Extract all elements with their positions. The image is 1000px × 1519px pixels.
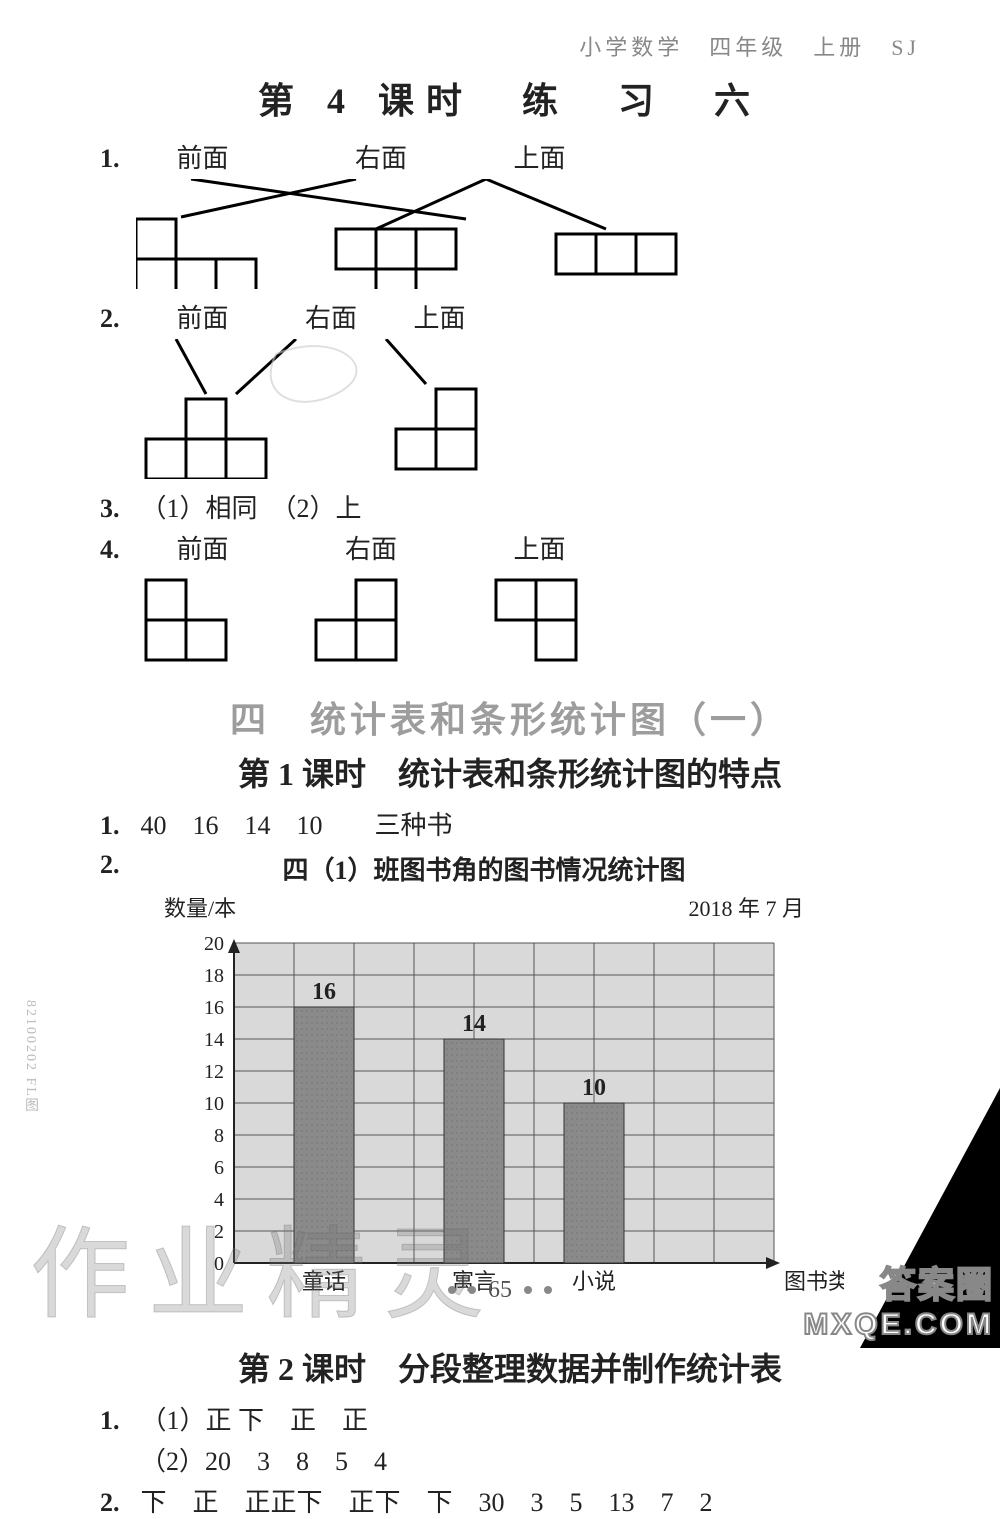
- chapter-title: 四 统计表和条形统计图（一）: [100, 691, 920, 743]
- chart-ylabel: 数量/本: [164, 891, 236, 923]
- side-code: 82100202 FL图: [20, 1000, 40, 1114]
- q4: 4. 前面 右面 上面: [100, 529, 920, 566]
- q1-label-top: 上面: [514, 138, 566, 175]
- svg-text:12: 12: [204, 1061, 224, 1083]
- b-q1-text: 40 16 14 10 三种书: [141, 811, 453, 840]
- q4-num: 4.: [100, 535, 134, 565]
- q2-num: 2.: [100, 304, 134, 334]
- lesson-c-title: 第 2 课时 分段整理数据并制作统计表: [100, 1344, 920, 1390]
- b-q1-num: 1.: [100, 811, 134, 841]
- q3-num: 3.: [100, 494, 134, 524]
- chart-date: 2018 年 7 月: [688, 891, 804, 923]
- page-number-val: 65: [488, 1277, 512, 1303]
- b-q2-num: 2.: [100, 850, 134, 880]
- q2-diagram: [136, 339, 920, 484]
- q4-diagram: [136, 570, 920, 675]
- q1-label-right: 右面: [355, 138, 407, 175]
- b-q1: 1. 40 16 14 10 三种书: [100, 805, 920, 842]
- svg-text:10: 10: [582, 1075, 606, 1101]
- lesson-a-title: 第 4 课时 练 习 六: [100, 72, 920, 124]
- q4-label-right: 右面: [345, 529, 397, 566]
- c-q2-num: 2.: [100, 1488, 134, 1518]
- svg-text:14: 14: [204, 1029, 224, 1051]
- svg-text:20: 20: [204, 933, 224, 955]
- page-number: 65: [0, 1277, 1000, 1304]
- svg-text:6: 6: [214, 1157, 224, 1179]
- svg-text:16: 16: [312, 979, 336, 1005]
- q1-diagram: [136, 179, 920, 294]
- q2-label-front: 前面: [177, 298, 229, 335]
- svg-text:10: 10: [204, 1093, 224, 1115]
- q3: 3. （1）相同 （2）上: [100, 488, 920, 525]
- c-q1-l2: （2）20 3 8 5 4: [140, 1441, 920, 1478]
- q4-label-top: 上面: [514, 529, 566, 566]
- c-q2: 2. 下 正 正正下 正下 下 30 3 5 13 7 2: [100, 1482, 920, 1519]
- lesson-b-title: 第 1 课时 统计表和条形统计图的特点: [100, 749, 920, 795]
- watermark-big: 作业精灵: [30, 1193, 502, 1338]
- c-q1-num: 1.: [100, 1406, 134, 1436]
- q4-label-front: 前面: [177, 529, 229, 566]
- q2-label-top: 上面: [414, 298, 466, 335]
- q1-label-front: 前面: [177, 138, 229, 175]
- q1: 1. 前面 右面 上面: [100, 138, 920, 175]
- wm-right-2: MXQE.COM: [803, 1308, 994, 1342]
- q2-label-right: 右面: [305, 298, 357, 335]
- page-header: 小学数学 四年级 上册 SJ: [100, 30, 920, 62]
- c-q1: 1. （1）正 下 正 正: [100, 1400, 920, 1437]
- svg-text:14: 14: [462, 1011, 486, 1037]
- q1-num: 1.: [100, 144, 134, 174]
- chart-title: 四（1）班图书角的图书情况统计图: [164, 850, 804, 887]
- q3-text: （1）相同 （2）上: [141, 494, 362, 523]
- c-q1-l1: （1）正 下 正 正: [141, 1406, 369, 1435]
- c-q2-text: 下 正 正正下 正下 下 30 3 5 13 7 2: [141, 1488, 713, 1517]
- svg-text:8: 8: [214, 1125, 224, 1147]
- svg-text:18: 18: [204, 965, 224, 987]
- svg-text:16: 16: [204, 997, 224, 1019]
- q2: 2. 前面 右面 上面: [100, 298, 920, 335]
